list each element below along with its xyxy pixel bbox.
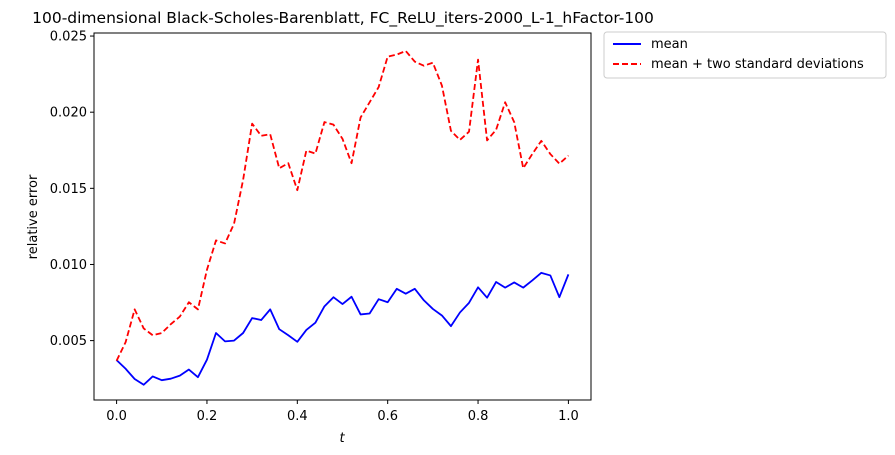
y-tick-label: 0.005 <box>50 334 87 349</box>
x-tick-label: 0.6 <box>377 409 398 424</box>
legend-mean-label: mean <box>651 37 688 52</box>
legend: mean mean + two standard deviations <box>604 32 886 78</box>
x-tick-label: 0.2 <box>197 409 218 424</box>
x-axis-label: t <box>339 431 345 446</box>
y-tick-label: 0.015 <box>50 182 87 197</box>
y-tick-label: 0.020 <box>50 106 87 121</box>
x-tick-label: 0.4 <box>287 409 308 424</box>
x-tick-label: 0.8 <box>468 409 489 424</box>
y-tick-label: 0.010 <box>50 258 87 273</box>
legend-upper-label: mean + two standard deviations <box>651 57 864 72</box>
x-tick-label: 0.0 <box>106 409 127 424</box>
chart-title: 100-dimensional Black-Scholes-Barenblatt… <box>32 9 654 28</box>
y-axis-label: relative error <box>26 174 41 259</box>
y-tick-label: 0.025 <box>50 30 87 45</box>
x-tick-label: 1.0 <box>558 409 579 424</box>
